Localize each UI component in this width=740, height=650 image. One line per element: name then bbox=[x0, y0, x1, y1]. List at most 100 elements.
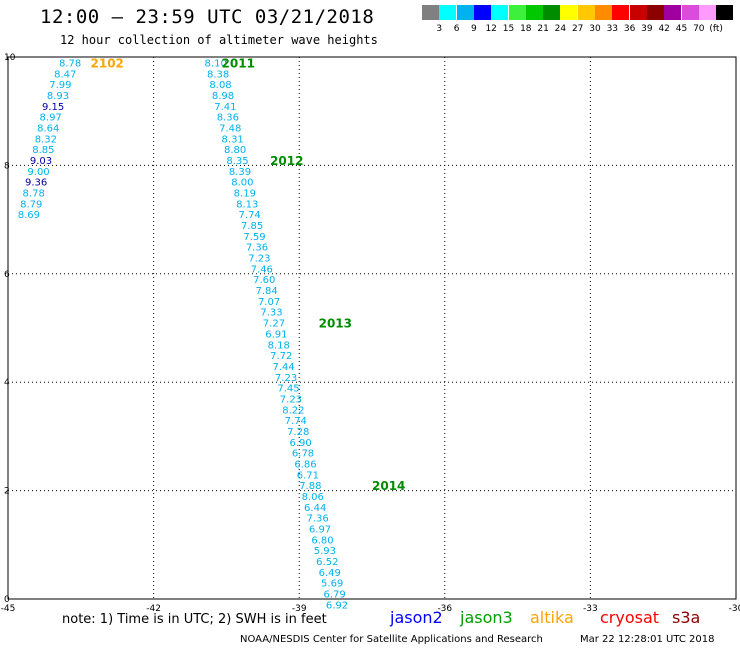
plot-frame bbox=[7, 56, 737, 600]
legend-label: 70 bbox=[693, 24, 705, 34]
legend-swatch bbox=[439, 5, 457, 20]
time-label: 2011 bbox=[222, 56, 255, 70]
legend-label: 45 bbox=[675, 24, 688, 34]
legend-swatch bbox=[681, 5, 699, 20]
wave-height-label: 6.80 bbox=[311, 535, 333, 546]
wave-height-label: 6.49 bbox=[319, 568, 341, 579]
wave-height-label: 7.48 bbox=[219, 123, 241, 134]
wave-height-label: 7.23 bbox=[248, 254, 270, 265]
wave-height-label: 8.78 bbox=[59, 58, 81, 69]
legend-swatch bbox=[595, 5, 612, 20]
legend-label: 6 bbox=[453, 24, 460, 34]
legend-swatch bbox=[664, 5, 682, 20]
legend-swatch bbox=[473, 5, 491, 20]
y-tick-label: 2 bbox=[4, 487, 10, 497]
wave-height-label: 8.35 bbox=[226, 156, 248, 167]
wave-height-label: 8.10 bbox=[205, 58, 227, 69]
wave-height-label: 9.03 bbox=[30, 156, 52, 167]
wave-height-label: 7.60 bbox=[253, 275, 275, 286]
wave-height-label: 8.32 bbox=[35, 134, 57, 145]
wave-height-label: 8.47 bbox=[54, 69, 76, 80]
time-label: 2102 bbox=[91, 56, 124, 70]
chart-title: 12:00 – 23:59 UTC 03/21/2018 bbox=[40, 6, 375, 28]
wave-height-label: 8.78 bbox=[23, 189, 45, 200]
wave-height-label: 8.39 bbox=[229, 167, 251, 178]
wave-height-label: 6.92 bbox=[326, 600, 348, 611]
wave-height-label: 7.74 bbox=[285, 416, 307, 427]
wave-height-label: 6.91 bbox=[265, 329, 287, 340]
wave-height-label: 8.64 bbox=[37, 123, 59, 134]
wave-height-label: 6.79 bbox=[323, 590, 345, 601]
wave-height-label: 6.44 bbox=[304, 503, 326, 514]
legend-label: 30 bbox=[589, 24, 601, 34]
legend-swatch bbox=[560, 5, 578, 20]
wave-height-label: 7.74 bbox=[239, 210, 261, 221]
legend-label: 24 bbox=[554, 24, 567, 34]
wave-height-label: 7.59 bbox=[243, 232, 265, 243]
satellite-label-s3a: s3a bbox=[672, 608, 701, 627]
satellite-label-jason2: jason2 bbox=[390, 608, 443, 627]
legend-swatch bbox=[646, 5, 664, 20]
wave-height-label: 7.36 bbox=[306, 514, 328, 525]
wave-height-label: 6.90 bbox=[289, 438, 311, 449]
satellite-label-cryosat: cryosat bbox=[600, 608, 660, 627]
legend-label: 18 bbox=[520, 24, 532, 34]
footer-credit: NOAA/NESDIS Center for Satellite Applica… bbox=[240, 634, 543, 645]
legend-label: (ft) bbox=[709, 24, 723, 34]
wave-height-label: 7.46 bbox=[251, 264, 273, 275]
x-tick-label: -30 bbox=[729, 604, 740, 614]
wave-height-label: 6.78 bbox=[292, 449, 314, 460]
legend-swatch bbox=[491, 5, 509, 20]
legend-swatch bbox=[543, 5, 561, 20]
legend-label: 15 bbox=[502, 24, 515, 34]
wave-height-label: 6.97 bbox=[309, 525, 331, 536]
wave-height-label: 7.45 bbox=[277, 384, 299, 395]
wave-height-label: 9.00 bbox=[27, 167, 49, 178]
legend-label: 3 bbox=[436, 24, 443, 34]
wave-height-label: 7.36 bbox=[246, 243, 268, 254]
wave-height-label: 8.38 bbox=[207, 69, 229, 80]
wave-height-label: 7.27 bbox=[263, 319, 285, 330]
wave-height-label: 8.85 bbox=[32, 145, 54, 156]
legend-swatch bbox=[525, 5, 543, 20]
wave-height-label: 8.22 bbox=[282, 405, 304, 416]
legend-swatch bbox=[577, 5, 595, 20]
wave-height-label: 8.69 bbox=[18, 210, 40, 221]
wave-height-label: 7.23 bbox=[275, 373, 297, 384]
legend-swatch bbox=[698, 5, 716, 20]
wave-height-label: 5.93 bbox=[314, 546, 336, 557]
wave-height-label: 6.86 bbox=[294, 460, 316, 471]
legend-label: 21 bbox=[537, 24, 549, 34]
y-tick-label: 10 bbox=[4, 53, 16, 63]
x-tick-label: -39 bbox=[292, 604, 307, 614]
legend-label: 42 bbox=[658, 24, 670, 34]
wave-height-label: 7.23 bbox=[280, 394, 302, 405]
satellite-label-jason3: jason3 bbox=[460, 608, 513, 627]
legend-label: 9 bbox=[471, 24, 477, 34]
wave-height-label: 7.88 bbox=[299, 481, 321, 492]
y-tick-label: 8 bbox=[4, 161, 10, 171]
units-note: note: 1) Time is in UTC; 2) SWH is in fe… bbox=[62, 612, 327, 627]
wave-height-label: 8.98 bbox=[212, 91, 234, 102]
legend-label: 27 bbox=[571, 24, 584, 34]
wave-height-label: 6.71 bbox=[297, 470, 319, 481]
chart-subtitle: 12 hour collection of altimeter wave hei… bbox=[60, 33, 378, 47]
wave-height-label: 8.80 bbox=[224, 145, 246, 156]
wave-height-label: 8.00 bbox=[231, 178, 253, 189]
wave-height-label: 7.84 bbox=[256, 286, 278, 297]
wave-height-label: 6.52 bbox=[316, 557, 338, 568]
wave-height-label: 7.33 bbox=[260, 308, 282, 319]
x-tick-label: -45 bbox=[1, 604, 16, 614]
wave-height-label: 7.44 bbox=[273, 362, 295, 373]
legend-label: 33 bbox=[606, 24, 619, 34]
y-tick-label: 0 bbox=[4, 595, 10, 605]
wave-height-label: 8.97 bbox=[40, 113, 62, 124]
wave-height-label: 7.85 bbox=[241, 221, 263, 232]
wave-height-label: 8.31 bbox=[222, 134, 244, 145]
wave-height-label: 8.19 bbox=[234, 189, 256, 200]
y-tick-label: 6 bbox=[4, 270, 10, 280]
wave-height-label: 7.99 bbox=[49, 80, 71, 91]
time-label: 2014 bbox=[372, 479, 405, 493]
wave-height-label: 7.41 bbox=[214, 102, 236, 113]
